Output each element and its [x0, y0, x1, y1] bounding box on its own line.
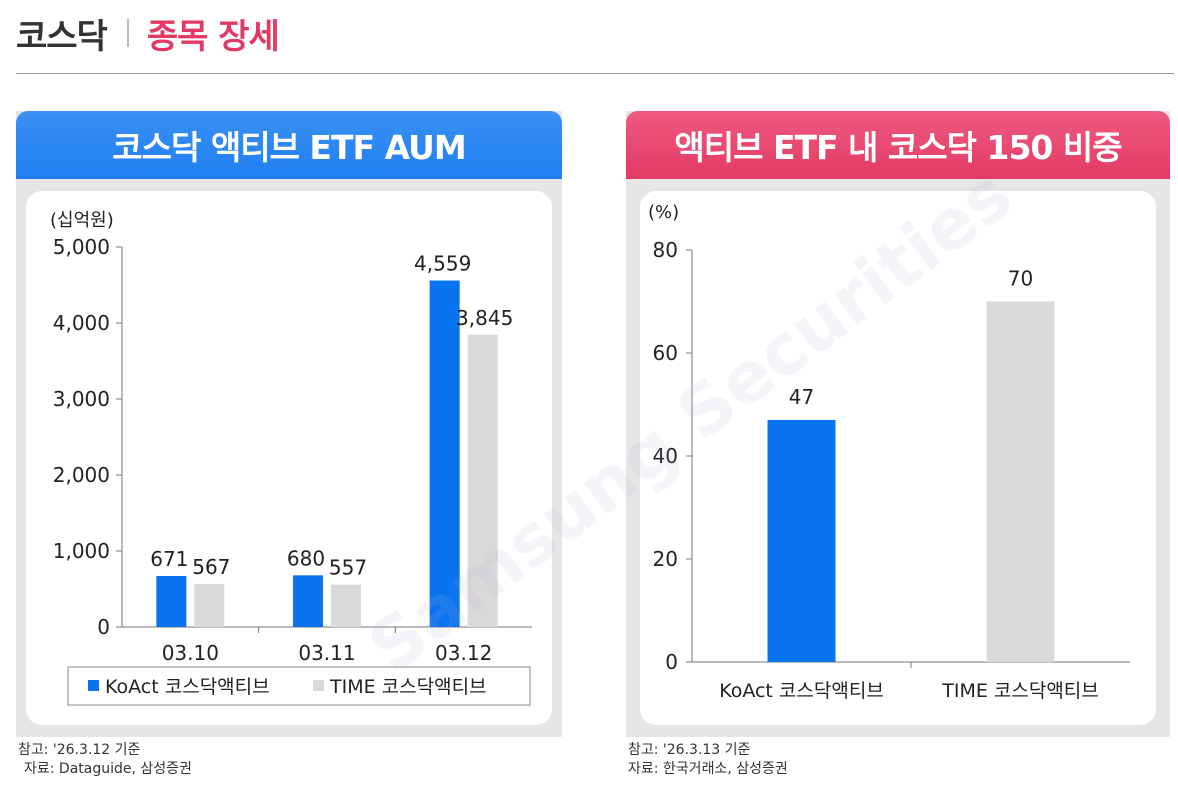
left-chart-panel: 코스닥 액티브 ETF AUM (십억원) 0 1,000 2,000 3,000 4,0… — [16, 111, 562, 737]
page-title: 종목 장세 — [146, 16, 280, 57]
left-chart-title: 코스닥 액티브 ETF AUM — [16, 111, 562, 179]
bar-koact — [429, 280, 460, 627]
right-chart-area: (%) 0 20 40 60 80 47 KoAct 코스닥액티브 70 TIME 코스닥액티브 — [640, 191, 1156, 725]
y-tick-label: 40 — [653, 444, 678, 468]
y-unit-label: (%) — [648, 202, 679, 223]
y-tick-label: 60 — [653, 341, 678, 365]
left-source-note: 자료: Dataguide, 삼성증권 — [24, 761, 192, 777]
x-tick-label: TIME 코스닥액티브 — [941, 680, 1099, 702]
bar-time — [331, 584, 361, 627]
x-tick-label: 03.10 — [162, 641, 219, 665]
legend-swatch-time — [313, 680, 324, 691]
bar-time — [986, 301, 1055, 662]
x-tick-label: KoAct 코스닥액티브 — [719, 680, 884, 702]
right-notes: 참고: '26.3.13 기준 자료: 한국거래소, 삼성증권 — [628, 741, 788, 779]
legend-swatch-koact — [88, 680, 99, 691]
kosdaq150-weight-bar-chart: (%) 0 20 40 60 80 47 KoAct 코스닥액티브 70 TIME 코스닥액티브 — [648, 202, 1130, 702]
left-chart-area: (십억원) 0 1,000 2,000 3,000 4,000 5,000 03.10 671 5… — [26, 191, 552, 725]
y-unit-label: (십억원) — [50, 210, 114, 231]
data-label: 567 — [192, 555, 230, 579]
x-tick-label: 03.11 — [298, 641, 355, 665]
x-tick-label: 03.12 — [435, 641, 492, 665]
y-tick-label: 3,000 — [53, 387, 110, 411]
y-tick-label: 0 — [97, 615, 110, 639]
bar-time — [467, 334, 498, 627]
y-tick-label: 0 — [665, 650, 678, 674]
page-header: 코스닥 종목 장세 — [16, 8, 280, 58]
legend-box — [67, 666, 531, 706]
section-label: 코스닥 — [16, 16, 108, 57]
right-chart-title: 액티브 ETF 내 코스닥 150 비중 — [626, 111, 1170, 179]
y-tick-label: 20 — [653, 547, 678, 571]
data-label: 70 — [1008, 267, 1033, 291]
legend-label-koact: KoAct 코스닥액티브 — [105, 676, 270, 698]
y-tick-label: 4,000 — [53, 311, 110, 335]
bar-koact — [156, 576, 187, 627]
data-label: 4,559 — [414, 252, 471, 276]
data-label: 3,845 — [456, 306, 513, 330]
data-label: 680 — [287, 546, 325, 570]
bar-koact — [293, 575, 323, 627]
legend-label-time: TIME 코스닥액티브 — [329, 676, 487, 698]
y-tick-label: 80 — [653, 238, 678, 262]
header-rule — [16, 73, 1174, 74]
left-reference-note: 참고: '26.3.12 기준 — [18, 742, 141, 758]
data-label: 671 — [150, 547, 188, 571]
header-divider — [126, 19, 129, 47]
data-label: 47 — [789, 385, 814, 409]
left-notes: 참고: '26.3.12 기준 자료: Dataguide, 삼성증권 — [18, 741, 192, 779]
right-chart-panel: 액티브 ETF 내 코스닥 150 비중 (%) 0 20 40 60 80 47 KoAct… — [626, 111, 1170, 737]
bar-time — [194, 583, 225, 627]
right-reference-note: 참고: '26.3.13 기준 — [628, 742, 751, 758]
data-label: 557 — [329, 556, 367, 580]
y-tick-label: 1,000 — [53, 539, 110, 563]
y-tick-label: 5,000 — [53, 235, 110, 259]
bar-koact — [767, 419, 836, 662]
y-tick-label: 2,000 — [53, 463, 110, 487]
right-source-note: 자료: 한국거래소, 삼성증권 — [628, 761, 788, 777]
